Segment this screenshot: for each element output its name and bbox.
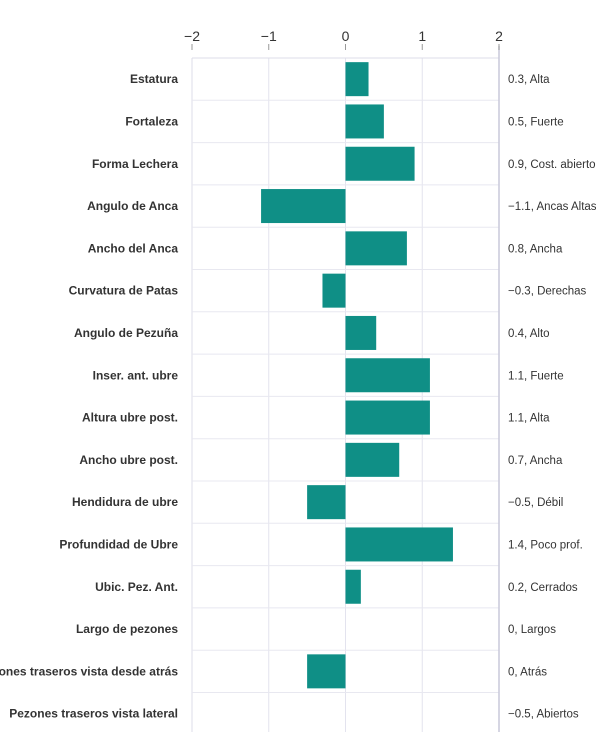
bar — [345, 442, 400, 477]
value-label: 1.1, Alta — [508, 413, 550, 425]
value-label: 0.9, Cost. abierto — [508, 159, 596, 171]
value-label: 0.4, Alto — [508, 328, 550, 340]
value-label: −0.5, Abiertos — [508, 709, 579, 721]
value-label: −0.3, Derechas — [508, 286, 587, 298]
category-label: Ancho ubre post. — [79, 453, 178, 467]
x-tick-label: −1 — [261, 28, 277, 44]
category-label: Estatura — [130, 72, 178, 86]
bar — [345, 62, 369, 97]
value-label: 0, Atrás — [508, 666, 547, 678]
grid — [191, 46, 500, 732]
value-label: −1.1, Ancas Altas — [508, 201, 596, 213]
value-label: 0.7, Ancha — [508, 455, 563, 467]
bar — [261, 189, 346, 224]
bar — [345, 527, 453, 562]
value-labels: 0.3, Alta 0.5, Fuerte 0.9, Cost. abierto −1… — [508, 74, 596, 721]
bars — [261, 62, 453, 689]
category-label: Angulo de Anca — [87, 199, 178, 213]
category-label: Ubic. Pez. Ant. — [95, 580, 178, 594]
category-label: Fortaleza — [125, 114, 178, 128]
bar — [345, 400, 430, 435]
category-label: Altura ubre post. — [82, 411, 178, 425]
value-label: 0.5, Fuerte — [508, 116, 564, 128]
category-label: Curvatura de Patas — [69, 284, 179, 298]
bar — [345, 146, 415, 181]
category-label: Forma Lechera — [92, 157, 178, 171]
value-label: −0.5, Débil — [508, 497, 563, 509]
bar — [345, 315, 377, 350]
bar — [345, 104, 384, 139]
bar — [345, 231, 407, 266]
bar — [307, 654, 346, 689]
category-label: Hendidura de ubre — [72, 495, 178, 509]
x-tick-label: 1 — [418, 28, 426, 44]
value-label: 1.1, Fuerte — [508, 370, 564, 382]
bar — [322, 273, 346, 308]
category-label: Pezones traseros vista desde atrás — [0, 664, 178, 678]
value-label: 0.2, Cerrados — [508, 582, 578, 594]
category-label: Largo de pezones — [76, 622, 178, 636]
value-label: 0.8, Ancha — [508, 243, 563, 255]
category-label: Pezones traseros vista lateral — [9, 707, 178, 721]
x-tick-label: 2 — [495, 28, 503, 44]
x-axis-ticks: −2 −1 0 1 2 — [184, 28, 503, 50]
value-label: 1.4, Poco prof. — [508, 539, 583, 551]
category-label: Angulo de Pezuña — [74, 326, 178, 340]
category-label: Ancho del Anca — [88, 241, 179, 255]
value-label: 0.3, Alta — [508, 74, 550, 86]
value-label: 0, Largos — [508, 624, 556, 636]
bar — [345, 358, 430, 393]
category-labels: Estatura Fortaleza Forma Lechera Angulo de … — [0, 72, 178, 721]
category-label: Inser. ant. ubre — [93, 368, 179, 382]
x-tick-label: −2 — [184, 28, 200, 44]
category-label: Profundidad de Ubre — [59, 537, 178, 551]
x-tick-label: 0 — [342, 28, 350, 44]
bar — [307, 485, 346, 520]
bar — [345, 569, 361, 604]
